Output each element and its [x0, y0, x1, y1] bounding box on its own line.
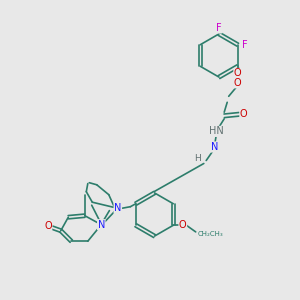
Text: CH₂CH₃: CH₂CH₃: [197, 231, 223, 237]
Text: O: O: [234, 78, 242, 88]
Text: N: N: [114, 203, 122, 213]
Text: N: N: [98, 220, 105, 230]
Text: HN: HN: [209, 126, 224, 136]
Text: O: O: [44, 221, 52, 231]
Text: H: H: [194, 154, 201, 163]
Text: O: O: [240, 109, 247, 119]
Text: O: O: [179, 220, 187, 230]
Text: F: F: [242, 40, 248, 50]
Text: O: O: [234, 68, 242, 79]
Text: F: F: [216, 23, 222, 33]
Text: N: N: [211, 142, 218, 152]
